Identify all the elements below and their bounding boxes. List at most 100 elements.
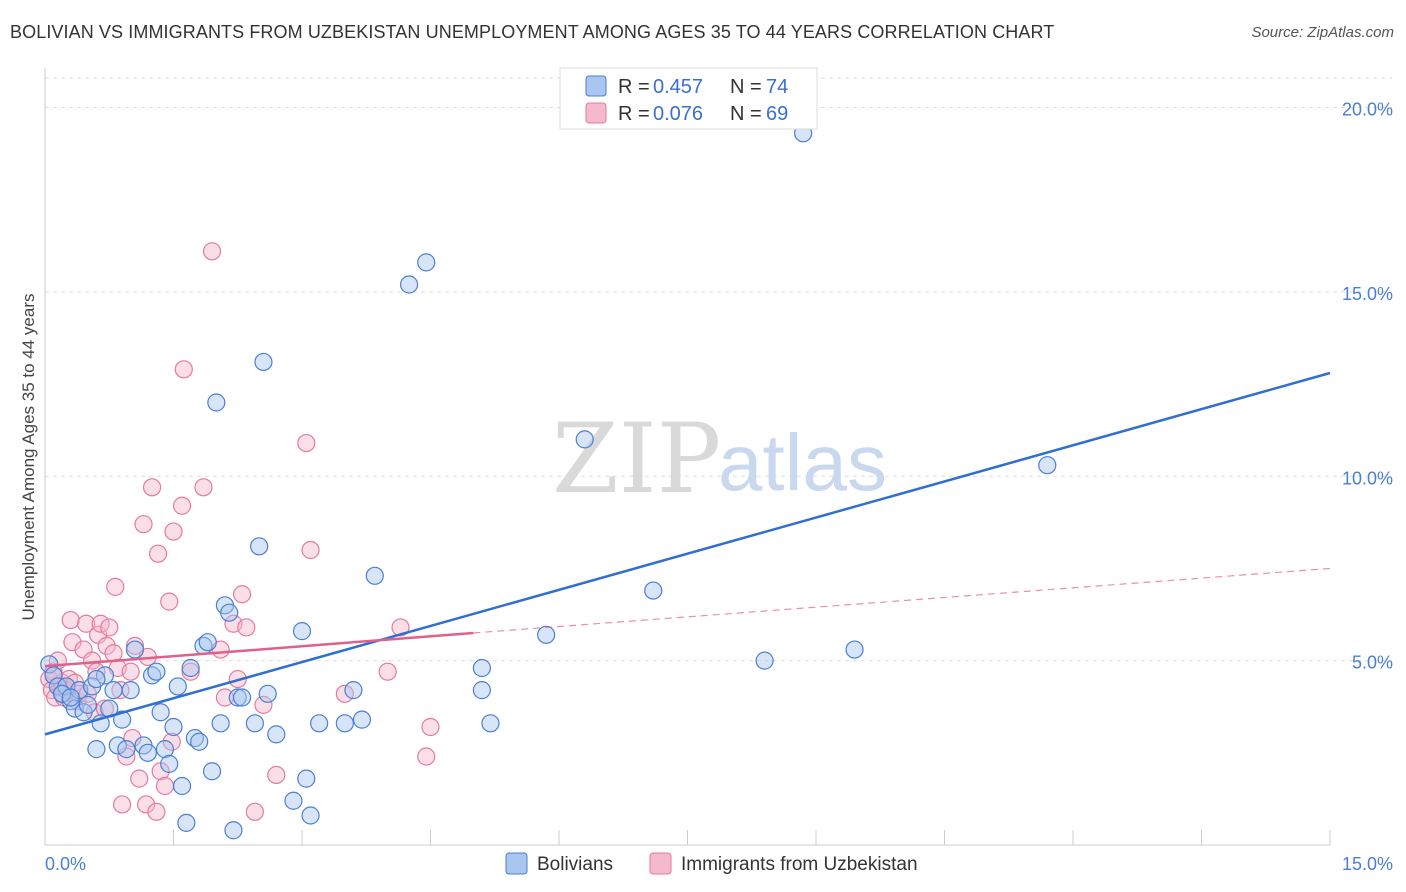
legend-n-label-uzbekistan: N = — [730, 103, 762, 125]
uzbekistan-point-56 — [232, 585, 252, 604]
watermark-zip: ZIP — [552, 403, 721, 515]
bolivians-point-68 — [845, 640, 864, 659]
y-tick-label-0: 5.0% — [1352, 653, 1393, 673]
bolivians-point-30 — [172, 776, 192, 796]
bolivians-point-69 — [1038, 456, 1057, 475]
tick-labels: 5.0% 10.0% 15.0% 20.0% 0.0% 15.0% — [45, 100, 1393, 875]
uzbekistan-point-48 — [174, 360, 193, 379]
bolivians-point-48 — [258, 684, 277, 703]
legend-swatch-bolivians — [585, 75, 607, 97]
uzbekistan-point-27 — [106, 577, 125, 596]
bolivians-point-47 — [254, 352, 273, 372]
series-uzbekistan-points — [40, 242, 440, 821]
bolivians-point-73 — [61, 688, 80, 707]
bolivians-point-15 — [104, 681, 123, 700]
series-bolivians-points — [40, 124, 1057, 840]
bolivians-point-26 — [155, 740, 175, 759]
uzbekistan-point-43 — [155, 776, 175, 796]
bolivians-point-64 — [537, 625, 556, 644]
y-tick-label-1: 10.0% — [1342, 468, 1393, 488]
bolivians-point-1 — [44, 666, 63, 685]
bolivians-point-20 — [125, 640, 145, 659]
legend-swatch-uzbekistan — [585, 102, 607, 124]
bolivians-point-44 — [232, 688, 252, 707]
y-tick-label-2: 15.0% — [1342, 284, 1393, 304]
bolivians-point-52 — [297, 769, 316, 788]
bolivians-point-28 — [164, 717, 183, 737]
uzbekistan-point-46 — [164, 522, 183, 541]
trend-line-uzbekistan — [44, 631, 474, 668]
bolivians-point-43 — [228, 688, 247, 707]
axes — [44, 68, 1331, 846]
watermark: ZIP atlas — [552, 403, 887, 515]
uzbekistan-point-10 — [61, 610, 80, 630]
uzbekistan-point-58 — [245, 802, 264, 821]
bolivians-point-19 — [121, 681, 140, 700]
bolivians-point-59 — [399, 275, 419, 294]
x-tick-label-0: 0.0% — [45, 854, 86, 874]
chart-title: BOLIVIAN VS IMMIGRANTS FROM UZBEKISTAN U… — [10, 22, 1055, 42]
bolivians-point-36 — [198, 633, 217, 652]
uzbekistan-point-25 — [100, 618, 119, 637]
bolivians-point-17 — [112, 710, 132, 729]
uzbekistan-point-66 — [417, 747, 436, 766]
bolivians-point-65 — [575, 430, 594, 449]
bolivians-point-34 — [190, 732, 209, 751]
uzbekistan-point-16 — [77, 614, 96, 633]
legend-r-label-bolivians: R = — [618, 76, 650, 98]
uzbekistan-point-44 — [160, 592, 179, 611]
bolivians-point-27 — [160, 754, 179, 773]
bolivians-point-46 — [250, 537, 269, 556]
bolivians-point-51 — [292, 622, 312, 641]
bottom-legend-swatch-uzbekistan — [649, 852, 672, 875]
uzbekistan-point-51 — [202, 242, 222, 261]
uzbekistan-point-61 — [297, 433, 316, 453]
bolivians-point-53 — [301, 806, 320, 825]
uzbekistan-point-36 — [134, 515, 153, 534]
bolivians-point-61 — [472, 681, 491, 700]
bolivians-point-9 — [78, 695, 97, 714]
uzbekistan-point-45 — [162, 732, 181, 751]
uzbekistan-point-59 — [254, 695, 273, 714]
bottom-legend-label-bolivians: Bolivians — [537, 854, 613, 875]
bottom-legend-swatch-bolivians — [505, 852, 528, 875]
bolivians-point-32 — [181, 658, 200, 678]
bolivians-point-39 — [211, 714, 230, 733]
y-axis-label: Unemployment Among Ages 35 to 44 years — [19, 294, 38, 621]
legend-r-value-uzbekistan: 0.076 — [653, 103, 703, 125]
x-tick-label-1: 15.0% — [1342, 854, 1393, 874]
legend-r-label-uzbekistan: R = — [618, 103, 650, 125]
source-credit: Source: ZipAtlas.com — [1251, 24, 1394, 41]
bolivians-point-60 — [417, 253, 436, 272]
bolivians-point-31 — [177, 813, 196, 832]
bolivians-point-62 — [472, 658, 491, 678]
grid-lines — [45, 77, 1392, 662]
uzbekistan-point-60 — [267, 765, 286, 785]
uzbekistan-point-24 — [97, 636, 116, 655]
legend-n-label-bolivians: N = — [730, 76, 762, 98]
uzbekistan-point-47 — [172, 496, 192, 515]
y-tick-label-3: 20.0% — [1342, 100, 1393, 120]
bolivians-point-57 — [352, 710, 372, 729]
trend-lines — [44, 371, 1331, 736]
uzbekistan-point-11 — [63, 633, 82, 652]
uzbekistan-point-29 — [111, 681, 130, 700]
bolivians-point-24 — [147, 662, 166, 681]
uzbekistan-point-35 — [130, 769, 149, 788]
uzbekistan-point-33 — [123, 728, 142, 748]
uzbekistan-point-57 — [237, 618, 256, 637]
bolivians-point-63 — [481, 714, 500, 733]
bolivians-point-55 — [335, 714, 354, 733]
series-legend: Bolivians Immigrants from Uzbekistan — [505, 852, 918, 875]
uzbekistan-point-30 — [112, 795, 132, 814]
legend-r-value-bolivians: 0.457 — [653, 76, 703, 98]
bolivians-point-41 — [220, 603, 239, 622]
bolivians-point-11 — [87, 740, 106, 759]
bottom-legend-label-uzbekistan: Immigrants from Uzbekistan — [681, 854, 918, 875]
uzbekistan-point-39 — [142, 478, 162, 497]
bolivians-point-37 — [202, 762, 222, 781]
bolivians-point-50 — [284, 791, 303, 810]
uzbekistan-point-41 — [148, 544, 168, 563]
uzbekistan-point-67 — [421, 717, 440, 737]
